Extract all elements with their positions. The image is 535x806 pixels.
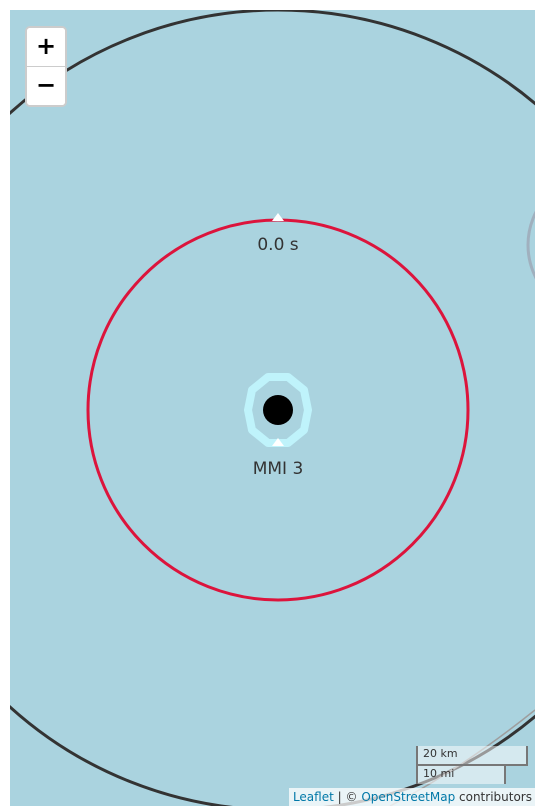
scale-bar: 20 km 10 mi bbox=[416, 746, 528, 784]
neighbor-circle bbox=[526, 210, 535, 280]
leaflet-link[interactable]: Leaflet bbox=[292, 790, 334, 804]
zoom-out-button[interactable]: − bbox=[27, 67, 65, 105]
wave-marker-triangle bbox=[272, 213, 284, 221]
scale-metric: 20 km bbox=[416, 746, 528, 766]
zoom-in-button[interactable]: + bbox=[27, 28, 65, 67]
osm-link[interactable]: OpenStreetMap bbox=[361, 790, 456, 804]
intensity-label: MMI 3 bbox=[253, 459, 304, 479]
map-view[interactable]: 0.0 s MMI 3 + − 20 km 10 mi Leaflet | © … bbox=[10, 10, 535, 806]
map-layer: 0.0 s MMI 3 bbox=[10, 10, 535, 806]
intensity-halo bbox=[244, 373, 312, 447]
contributors-text: contributors bbox=[459, 790, 532, 804]
attribution: Leaflet | © OpenStreetMap contributors bbox=[288, 788, 535, 806]
scale-imperial: 10 mi bbox=[416, 764, 506, 784]
zoom-control: + − bbox=[25, 26, 67, 107]
attribution-separator: | bbox=[337, 790, 342, 804]
wave-time-label: 0.0 s bbox=[257, 235, 298, 255]
intensity-marker-triangle bbox=[272, 438, 284, 446]
copyright-symbol: © bbox=[345, 790, 358, 804]
epicenter-marker[interactable] bbox=[263, 395, 293, 425]
